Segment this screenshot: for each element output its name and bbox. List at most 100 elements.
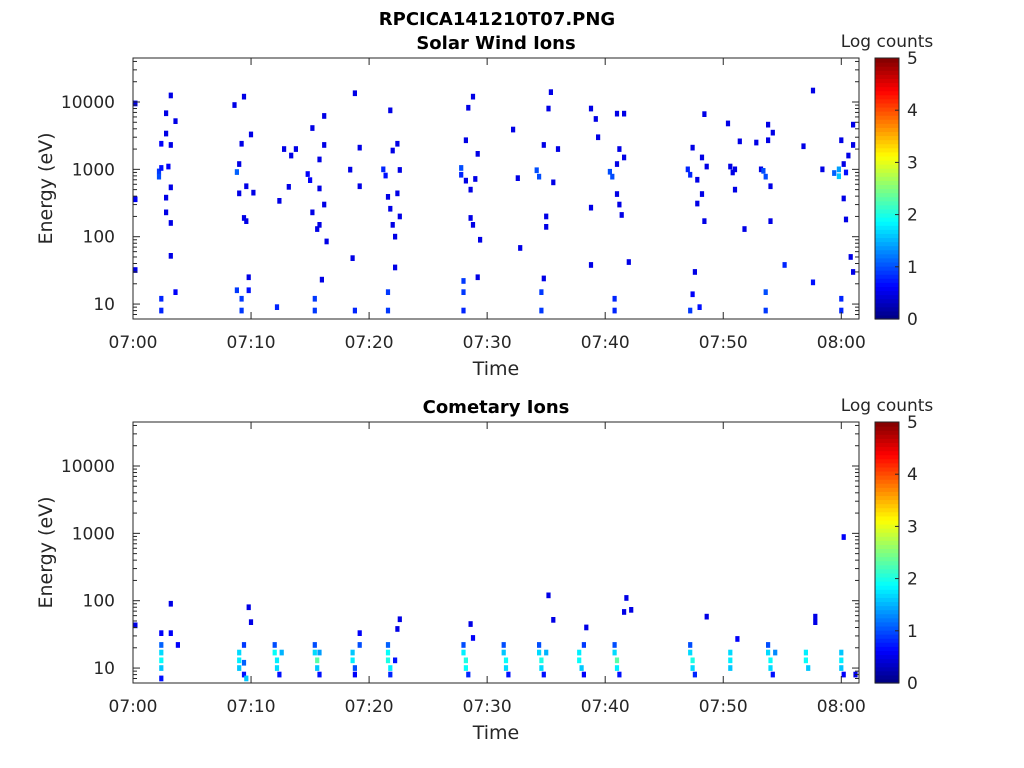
spectrogram-cell [156,173,162,180]
spectrogram-cell [350,255,355,261]
spectrogram-cell [463,657,468,664]
colorbar-frame [874,57,900,320]
x-tick-label: 07:00 [109,333,158,353]
colorbar-segment [875,597,899,603]
colorbar-segment [875,585,899,590]
spectrogram-cell [459,171,464,178]
y-tick-label: 100 [83,228,115,248]
spectrogram-cell [728,657,733,664]
spectrogram-cell [234,169,239,175]
spectrogram-cell [475,274,480,281]
spectrogram-cell [848,254,853,260]
spectrogram-cell [810,87,816,94]
spectrogram-cell [463,665,468,671]
spectrogram-cell [289,152,294,159]
spectrogram-cell [690,144,695,151]
spectrogram-cell [839,295,844,302]
colorbar-segment [875,180,899,186]
spectrogram-cell [588,204,594,211]
spectrogram-cell [156,168,162,175]
spectrogram-cell [461,307,466,314]
spectrogram-cell [175,642,180,648]
spectrogram-cell [612,642,617,648]
spectrogram-cell [272,642,277,648]
colorbar-tick-label: 2 [907,206,918,226]
spectrogram-cell [537,173,542,180]
spectrogram-cell [692,671,697,678]
colorbar-segment [875,127,899,133]
spectrogram-cell [518,245,523,251]
spectrogram-cell [511,126,516,133]
colorbar-segment [875,147,899,153]
colorbar-segment [875,674,899,680]
colorbar-segment [875,503,899,509]
spectrogram-cell [251,189,256,196]
spectrogram-cell [622,154,627,161]
spectrogram-cell [237,190,242,197]
colorbar-segment [875,552,899,558]
spectrogram-cell [766,642,771,648]
spectrogram-cell [695,200,700,207]
spectrogram-cell [352,671,357,678]
spectrogram-cell [551,179,556,186]
spectrogram-cell [244,675,249,682]
spectrogram-cell [697,304,702,310]
spectrogram-cell [704,163,709,170]
spectrogram-cell [622,110,627,117]
colorbar-segment [875,164,899,169]
spectrogram-cell [388,107,393,114]
colorbar-segment [875,523,899,529]
colorbar-segment [875,249,899,255]
spectrogram-cell [763,173,768,180]
spectrogram-cell [614,191,620,197]
spectrogram-cell [239,307,244,314]
colorbar-segment [875,131,899,137]
spectrogram-cell [246,274,251,281]
colorbar-segment [875,629,899,635]
spectrogram-cell [544,649,549,656]
colorbar-segment [875,90,899,96]
colorbar-segment [875,314,899,320]
spectrogram-cell [478,236,483,243]
x-tick-label: 07:10 [227,697,276,717]
spectrogram-cell [544,213,549,220]
colorbar-segment [875,515,899,521]
spectrogram-cell [577,649,582,656]
spectrogram-cell [801,143,806,150]
colorbar-tick-label: 3 [907,517,918,537]
colorbar-segment [875,466,899,472]
spectrogram-cell [612,295,617,302]
spectrogram-cell [690,657,695,664]
colorbar-tick-label: 5 [907,49,918,69]
spectrogram-cell [782,262,787,268]
spectrogram-cell [742,226,747,232]
solar-wind-plot-area [133,58,859,319]
spectrogram-cell [619,212,624,218]
spectrogram-cell [133,100,138,107]
spectrogram-cell [699,191,705,197]
spectrogram-cell [383,172,388,179]
spectrogram-cell [244,183,249,190]
spectrogram-cell [761,168,766,174]
spectrogram-cell [539,665,544,671]
spectrogram-cell [133,622,138,629]
spectrogram-cell [395,140,400,147]
spectrogram-cell [286,184,291,190]
colorbar-segment [875,241,899,247]
spectrogram-cell [728,665,733,671]
spectrogram-cell [806,665,811,671]
spectrogram-cell [503,665,509,671]
spectrogram-cell [810,279,816,286]
spectrogram-cell [704,613,709,620]
spectrogram-cell [241,642,247,648]
spectrogram-cell [272,649,277,656]
spectrogram-cell [773,649,778,656]
colorbar-segment [875,62,899,67]
spectrogram-cell [581,671,586,678]
spectrogram-cell [803,657,808,664]
x-tick-label: 07:00 [109,697,158,717]
spectrogram-cell [466,104,471,111]
colorbar-segment [875,176,899,181]
spectrogram-cell [813,619,818,625]
spectrogram-cell [324,238,329,245]
